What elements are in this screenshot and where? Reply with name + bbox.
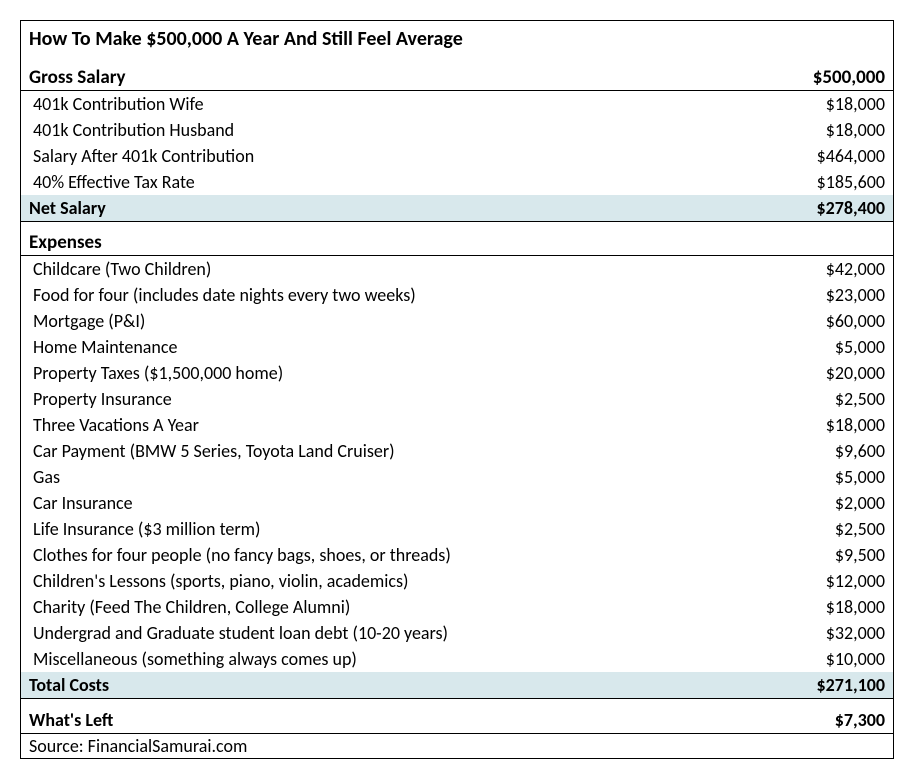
row-value: $2,500 bbox=[746, 386, 893, 412]
row-label: Life Insurance ($3 million term) bbox=[21, 516, 746, 542]
spacer-row bbox=[21, 699, 893, 708]
source-row: Source: FinancialSamurai.com bbox=[21, 734, 893, 759]
row-value: $5,000 bbox=[746, 464, 893, 490]
expenses-header-row: Expenses bbox=[21, 230, 893, 256]
table-row: Food for four (includes date nights ever… bbox=[21, 282, 893, 308]
table-row: 401k Contribution Husband $18,000 bbox=[21, 117, 893, 143]
row-value: $18,000 bbox=[746, 412, 893, 438]
budget-table: How To Make $500,000 A Year And Still Fe… bbox=[20, 20, 894, 759]
spacer-row bbox=[21, 222, 893, 231]
row-value: $185,600 bbox=[746, 169, 893, 195]
table-row: Gas $5,000 bbox=[21, 464, 893, 490]
row-label: Food for four (includes date nights ever… bbox=[21, 282, 746, 308]
table-row: Salary After 401k Contribution $464,000 bbox=[21, 143, 893, 169]
table-row: Childcare (Two Children) $42,000 bbox=[21, 256, 893, 283]
table-row: Property Insurance $2,500 bbox=[21, 386, 893, 412]
row-label: Childcare (Two Children) bbox=[21, 256, 746, 283]
row-label: 401k Contribution Wife bbox=[21, 91, 746, 118]
table-row: Charity (Feed The Children, College Alum… bbox=[21, 594, 893, 620]
gross-header-label: Gross Salary bbox=[21, 65, 746, 91]
table-row: 401k Contribution Wife $18,000 bbox=[21, 91, 893, 118]
table-row: Life Insurance ($3 million term) $2,500 bbox=[21, 516, 893, 542]
row-label: 40% Effective Tax Rate bbox=[21, 169, 746, 195]
row-value: $18,000 bbox=[746, 594, 893, 620]
net-salary-label: Net Salary bbox=[21, 195, 746, 222]
row-value: $2,000 bbox=[746, 490, 893, 516]
whats-left-row: What's Left $7,300 bbox=[21, 707, 893, 734]
row-label: Charity (Feed The Children, College Alum… bbox=[21, 594, 746, 620]
expenses-header-label: Expenses bbox=[21, 230, 893, 256]
title-row: How To Make $500,000 A Year And Still Fe… bbox=[21, 21, 893, 65]
row-label: Undergrad and Graduate student loan debt… bbox=[21, 620, 746, 646]
row-value: $5,000 bbox=[746, 334, 893, 360]
row-value: $32,000 bbox=[746, 620, 893, 646]
row-label: Miscellaneous (something always comes up… bbox=[21, 646, 746, 672]
row-value: $18,000 bbox=[746, 91, 893, 118]
row-label: Car Insurance bbox=[21, 490, 746, 516]
table-row: Miscellaneous (something always comes up… bbox=[21, 646, 893, 672]
table-row: 40% Effective Tax Rate $185,600 bbox=[21, 169, 893, 195]
net-salary-value: $278,400 bbox=[746, 195, 893, 222]
total-costs-value: $271,100 bbox=[746, 672, 893, 699]
table: How To Make $500,000 A Year And Still Fe… bbox=[21, 21, 893, 758]
row-label: 401k Contribution Husband bbox=[21, 117, 746, 143]
row-label: Property Insurance bbox=[21, 386, 746, 412]
row-value: $10,000 bbox=[746, 646, 893, 672]
whats-left-label: What's Left bbox=[21, 707, 746, 734]
table-row: Three Vacations A Year $18,000 bbox=[21, 412, 893, 438]
row-value: $23,000 bbox=[746, 282, 893, 308]
table-row: Car Payment (BMW 5 Series, Toyota Land C… bbox=[21, 438, 893, 464]
row-value: $60,000 bbox=[746, 308, 893, 334]
row-label: Property Taxes ($1,500,000 home) bbox=[21, 360, 746, 386]
row-label: Home Maintenance bbox=[21, 334, 746, 360]
total-costs-label: Total Costs bbox=[21, 672, 746, 699]
row-label: Car Payment (BMW 5 Series, Toyota Land C… bbox=[21, 438, 746, 464]
row-value: $18,000 bbox=[746, 117, 893, 143]
gross-header-row: Gross Salary $500,000 bbox=[21, 65, 893, 91]
row-label: Salary After 401k Contribution bbox=[21, 143, 746, 169]
row-value: $12,000 bbox=[746, 568, 893, 594]
table-row: Car Insurance $2,000 bbox=[21, 490, 893, 516]
row-label: Clothes for four people (no fancy bags, … bbox=[21, 542, 746, 568]
row-value: $42,000 bbox=[746, 256, 893, 283]
table-row: Clothes for four people (no fancy bags, … bbox=[21, 542, 893, 568]
table-row: Undergrad and Graduate student loan debt… bbox=[21, 620, 893, 646]
row-value: $2,500 bbox=[746, 516, 893, 542]
whats-left-value: $7,300 bbox=[746, 707, 893, 734]
table-row: Home Maintenance $5,000 bbox=[21, 334, 893, 360]
row-label: Three Vacations A Year bbox=[21, 412, 746, 438]
row-label: Mortgage (P&I) bbox=[21, 308, 746, 334]
gross-header-value: $500,000 bbox=[746, 65, 893, 91]
table-row: Children's Lessons (sports, piano, violi… bbox=[21, 568, 893, 594]
row-label: Children's Lessons (sports, piano, violi… bbox=[21, 568, 746, 594]
source-text: Source: FinancialSamurai.com bbox=[21, 734, 893, 759]
row-value: $464,000 bbox=[746, 143, 893, 169]
table-title: How To Make $500,000 A Year And Still Fe… bbox=[21, 21, 893, 65]
table-row: Property Taxes ($1,500,000 home) $20,000 bbox=[21, 360, 893, 386]
row-value: $9,500 bbox=[746, 542, 893, 568]
row-value: $9,600 bbox=[746, 438, 893, 464]
row-value: $20,000 bbox=[746, 360, 893, 386]
total-costs-row: Total Costs $271,100 bbox=[21, 672, 893, 699]
net-salary-row: Net Salary $278,400 bbox=[21, 195, 893, 222]
row-label: Gas bbox=[21, 464, 746, 490]
table-row: Mortgage (P&I) $60,000 bbox=[21, 308, 893, 334]
